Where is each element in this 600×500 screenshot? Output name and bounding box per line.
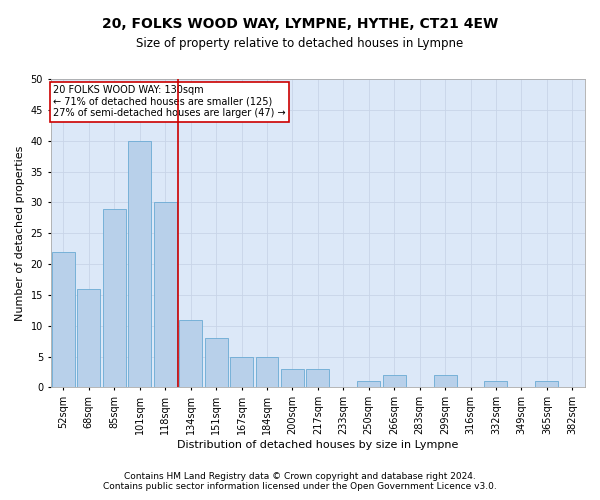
Text: Contains public sector information licensed under the Open Government Licence v3: Contains public sector information licen…: [103, 482, 497, 491]
Bar: [281, 369, 304, 388]
Bar: [307, 369, 329, 388]
Bar: [103, 208, 126, 388]
Bar: [535, 382, 558, 388]
Bar: [383, 375, 406, 388]
Bar: [77, 288, 100, 388]
Text: Size of property relative to detached houses in Lympne: Size of property relative to detached ho…: [136, 38, 464, 51]
Text: Contains HM Land Registry data © Crown copyright and database right 2024.: Contains HM Land Registry data © Crown c…: [124, 472, 476, 481]
Text: 20 FOLKS WOOD WAY: 130sqm
← 71% of detached houses are smaller (125)
27% of semi: 20 FOLKS WOOD WAY: 130sqm ← 71% of detac…: [53, 85, 286, 118]
Bar: [128, 140, 151, 388]
Bar: [205, 338, 227, 388]
X-axis label: Distribution of detached houses by size in Lympne: Distribution of detached houses by size …: [177, 440, 458, 450]
Bar: [434, 375, 457, 388]
Bar: [230, 356, 253, 388]
Bar: [52, 252, 75, 388]
Bar: [256, 356, 278, 388]
Bar: [484, 382, 508, 388]
Bar: [357, 382, 380, 388]
Y-axis label: Number of detached properties: Number of detached properties: [15, 146, 25, 321]
Text: 20, FOLKS WOOD WAY, LYMPNE, HYTHE, CT21 4EW: 20, FOLKS WOOD WAY, LYMPNE, HYTHE, CT21 …: [102, 18, 498, 32]
Bar: [154, 202, 176, 388]
Bar: [179, 320, 202, 388]
